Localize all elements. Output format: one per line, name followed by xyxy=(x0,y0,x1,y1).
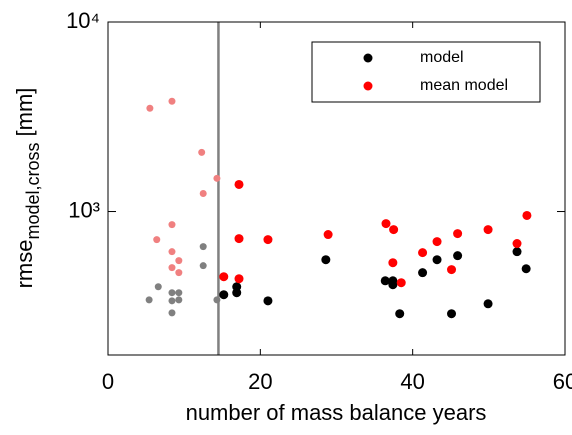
point xyxy=(447,265,457,275)
point xyxy=(213,296,221,304)
point xyxy=(432,255,442,265)
x-tick-label: 0 xyxy=(102,369,114,394)
point xyxy=(168,97,176,105)
point xyxy=(175,296,183,304)
point xyxy=(453,251,463,261)
point xyxy=(396,278,406,288)
point xyxy=(432,237,442,247)
point xyxy=(175,257,183,265)
point xyxy=(168,289,176,297)
point xyxy=(418,268,428,278)
point xyxy=(234,179,244,189)
point xyxy=(483,299,493,309)
y-axis-label: rmsemodel,cross [mm] xyxy=(12,88,43,289)
point xyxy=(199,262,207,270)
point xyxy=(168,221,176,229)
plot-frame xyxy=(107,21,566,356)
point xyxy=(453,229,463,239)
point xyxy=(213,174,221,182)
point xyxy=(234,274,244,284)
point xyxy=(219,272,229,282)
point xyxy=(388,258,398,268)
x-tick-label: 20 xyxy=(248,369,272,394)
point xyxy=(263,296,273,306)
point xyxy=(153,236,161,244)
point xyxy=(168,248,176,256)
point xyxy=(168,309,176,317)
x-axis-label: number of mass balance years xyxy=(186,400,487,425)
point xyxy=(395,309,405,319)
point xyxy=(168,297,176,305)
point xyxy=(175,269,183,277)
point xyxy=(198,148,206,156)
legend-label: model xyxy=(420,49,464,66)
point xyxy=(145,296,153,304)
point xyxy=(418,248,428,258)
point xyxy=(219,290,229,300)
point xyxy=(323,230,333,240)
point xyxy=(389,225,399,235)
y-tick-label: 10³ xyxy=(68,197,100,222)
point xyxy=(381,219,391,229)
y-label-unit: [mm] xyxy=(12,88,37,137)
legend-marker xyxy=(363,81,373,91)
legend-marker xyxy=(363,53,373,63)
point xyxy=(232,282,242,292)
y-label-subscript: model,cross xyxy=(23,142,43,239)
point xyxy=(522,210,532,220)
point xyxy=(483,225,493,235)
point xyxy=(263,235,273,245)
point xyxy=(512,247,522,257)
point xyxy=(380,276,390,286)
legend-label: mean model xyxy=(420,77,508,94)
x-tick-label: 40 xyxy=(400,369,424,394)
point xyxy=(175,289,183,297)
point xyxy=(146,104,154,112)
legend-box xyxy=(311,41,541,103)
y-label-main: rmse xyxy=(12,240,37,289)
point xyxy=(199,189,207,197)
y-tick-label: 10⁴ xyxy=(66,8,100,33)
point xyxy=(321,255,331,265)
point xyxy=(521,264,531,274)
point xyxy=(234,234,244,244)
x-tick-label: 60 xyxy=(553,369,572,394)
point xyxy=(512,239,522,249)
point xyxy=(199,243,207,251)
point xyxy=(154,283,162,291)
point xyxy=(447,309,457,319)
point xyxy=(168,264,176,272)
point xyxy=(388,280,398,290)
